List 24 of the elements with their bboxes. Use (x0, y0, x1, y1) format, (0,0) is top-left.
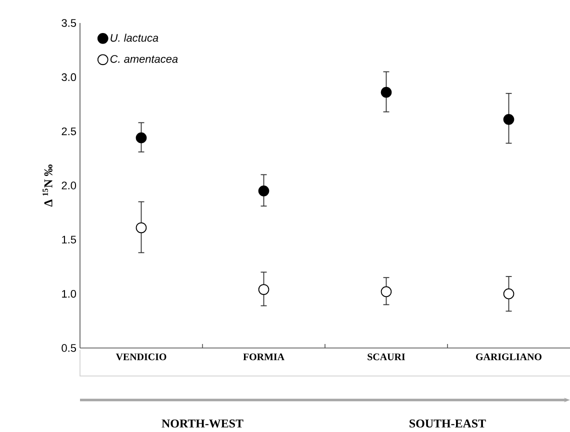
x-tick-label: SCAURI (368, 354, 406, 360)
point (503, 288, 514, 300)
point (258, 284, 270, 295)
y-tick-label: 3.0 (62, 73, 76, 82)
text: SOUTH-EAST (410, 420, 486, 428)
legend-label: C. amentacea (110, 55, 178, 63)
x-tick-label: VENDICIO (116, 354, 166, 360)
point (380, 286, 392, 298)
x-tick-label: GARIGLIANO (476, 354, 542, 360)
point (503, 114, 514, 125)
point (258, 185, 270, 196)
point (380, 86, 392, 98)
y-tick-label: 0.5 (62, 344, 76, 352)
text: NORTH-WEST (162, 420, 244, 428)
point (136, 132, 147, 144)
legend-label: U. lactuca (110, 34, 158, 42)
y-tick-label: 2.5 (62, 127, 76, 136)
y-axis-title: Δ $^{15}$N ‰ (42, 164, 52, 207)
y-tick-label: 2.0 (62, 182, 76, 190)
y-tick-label: 3.5 (62, 19, 76, 27)
y-tick-label: 1.5 (62, 236, 76, 244)
x-tick-label: FORMIA (243, 354, 284, 360)
point (136, 222, 147, 234)
y-tick-label: 1.0 (62, 290, 76, 298)
